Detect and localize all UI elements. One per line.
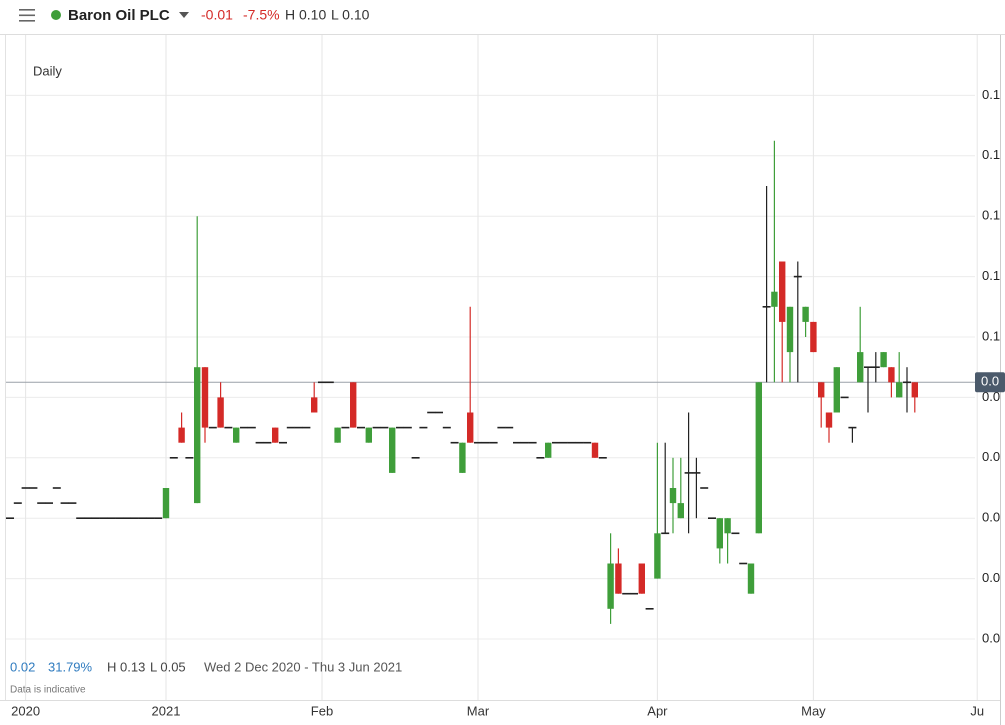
menu-bar — [19, 9, 35, 11]
dropdown-caret[interactable] — [179, 12, 189, 18]
candle-body — [217, 397, 224, 428]
x-tick-label: May — [801, 703, 826, 718]
instrument-name[interactable]: Baron Oil PLC — [68, 7, 170, 24]
candle-body — [825, 412, 833, 428]
candle-body — [911, 382, 918, 398]
candle-body — [272, 427, 279, 443]
candle-body — [334, 427, 341, 443]
candle-body — [201, 367, 209, 428]
y-tick-label: 0.1 — [982, 208, 1000, 223]
candle-body — [779, 261, 786, 322]
candle-body — [724, 518, 731, 534]
candle-body — [638, 563, 645, 594]
menu-bar — [19, 14, 35, 17]
y-tick-label: 0.0 — [982, 570, 1000, 585]
range-low: L 0.05 — [150, 659, 186, 674]
x-tick-label: 2020 — [11, 703, 40, 718]
y-tick-label: 0.1 — [982, 147, 1000, 162]
candle-body — [467, 412, 474, 443]
x-tick-label: 2021 — [152, 703, 181, 718]
candle-body — [771, 291, 778, 307]
range-change-percent: 31.79% — [48, 659, 93, 674]
candles — [6, 140, 918, 624]
candle-body — [818, 382, 825, 398]
last-price-tag — [975, 372, 1005, 393]
candle-body — [716, 518, 723, 549]
candle-body — [896, 382, 903, 398]
candle-body — [591, 442, 599, 458]
candle-body — [669, 488, 677, 504]
candle-body — [233, 427, 240, 443]
disclaimer: Data is indicative — [10, 685, 86, 696]
candle-body — [545, 442, 552, 458]
date-range: Wed 2 Dec 2020 - Thu 3 Jun 2021 — [204, 659, 402, 674]
candle-body — [677, 503, 684, 519]
y-tick-label: 0.0 — [982, 449, 1000, 464]
candle-body — [654, 533, 661, 579]
last-price-label: 0.0 — [981, 374, 999, 389]
header-change-percent: -7.5% — [243, 7, 280, 23]
y-tick-label: 0.0 — [982, 389, 1000, 404]
candle-body — [880, 352, 887, 368]
status-dot — [51, 10, 61, 20]
candle-body — [747, 563, 755, 594]
y-tick-label: 0.0 — [982, 630, 1000, 645]
range-change: 0.02 — [10, 659, 35, 674]
menu-bar — [19, 20, 35, 22]
grid — [6, 35, 978, 700]
interval-label: Daily — [33, 63, 62, 78]
candle-body — [857, 352, 864, 383]
candle-body — [888, 367, 895, 383]
y-tick-label: 0.1 — [982, 328, 1000, 343]
candle-body — [311, 397, 318, 413]
x-tick-label: Mar — [467, 703, 490, 718]
candle-body — [365, 427, 372, 443]
header-low: L 0.10 — [331, 7, 370, 23]
candle-body — [459, 442, 466, 473]
candle-body — [607, 563, 614, 609]
candle-body — [350, 382, 357, 428]
x-tick-label: Ju — [970, 703, 984, 718]
range-high: H 0.13 — [107, 659, 145, 674]
y-tick-label: 0.1 — [982, 268, 1000, 283]
candle-body — [389, 427, 396, 473]
candle-body — [786, 306, 794, 353]
candle-body — [802, 306, 809, 322]
candle-body — [194, 367, 201, 504]
y-tick-label: 0.0 — [982, 510, 1000, 525]
y-tick-label: 0.1 — [982, 87, 1000, 102]
candle-body — [755, 382, 762, 534]
candle-body — [162, 488, 170, 519]
candle-body — [615, 563, 622, 594]
header-change: -0.01 — [201, 7, 233, 23]
candle-body — [178, 427, 185, 443]
x-tick-label: Feb — [311, 703, 333, 718]
candle-body — [833, 367, 840, 413]
x-tick-label: Apr — [647, 703, 668, 718]
header-high: H 0.10 — [285, 7, 326, 23]
candle-body — [810, 321, 817, 353]
menu-button[interactable] — [19, 9, 35, 22]
